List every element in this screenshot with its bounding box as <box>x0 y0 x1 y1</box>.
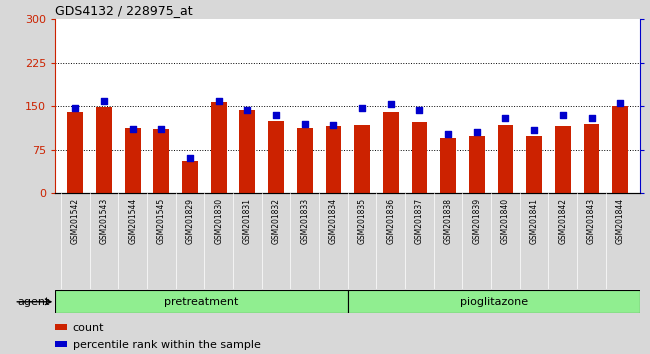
Point <box>242 107 253 113</box>
Text: GSM201840: GSM201840 <box>501 198 510 244</box>
Point <box>127 126 138 132</box>
Point <box>414 107 424 113</box>
Point <box>213 98 224 104</box>
Text: GSM201834: GSM201834 <box>329 198 338 244</box>
Point <box>472 130 482 135</box>
Text: GSM201844: GSM201844 <box>616 198 625 244</box>
Text: GSM201543: GSM201543 <box>99 198 109 244</box>
Bar <box>555 126 571 193</box>
FancyBboxPatch shape <box>348 290 640 313</box>
Point <box>156 126 166 132</box>
Bar <box>239 110 255 193</box>
Bar <box>326 126 341 193</box>
Text: GSM201545: GSM201545 <box>157 198 166 244</box>
Point <box>615 100 625 105</box>
Text: GSM201833: GSM201833 <box>300 198 309 244</box>
Bar <box>182 161 198 193</box>
Text: count: count <box>73 323 104 333</box>
Text: pioglitazone: pioglitazone <box>460 297 528 307</box>
Point <box>328 122 339 128</box>
Bar <box>498 125 514 193</box>
Text: GSM201841: GSM201841 <box>530 198 539 244</box>
Point <box>70 105 81 111</box>
Text: GSM201835: GSM201835 <box>358 198 367 244</box>
Text: agent: agent <box>17 297 49 307</box>
Point <box>529 128 539 133</box>
Bar <box>297 128 313 193</box>
Bar <box>354 125 370 193</box>
Point <box>443 131 453 137</box>
Text: GSM201843: GSM201843 <box>587 198 596 244</box>
Text: GDS4132 / 228975_at: GDS4132 / 228975_at <box>55 4 193 17</box>
Point <box>185 155 195 161</box>
Point <box>586 115 597 121</box>
Bar <box>55 324 67 330</box>
Text: GSM201842: GSM201842 <box>558 198 567 244</box>
Text: GSM201832: GSM201832 <box>272 198 281 244</box>
Point <box>500 115 511 121</box>
Bar <box>96 107 112 193</box>
Point <box>558 112 568 118</box>
Text: percentile rank within the sample: percentile rank within the sample <box>73 340 261 350</box>
Point <box>271 112 281 118</box>
Bar <box>125 128 140 193</box>
Text: GSM201836: GSM201836 <box>386 198 395 244</box>
Bar <box>612 105 628 193</box>
Bar <box>55 341 67 347</box>
Bar <box>469 136 485 193</box>
Text: GSM201830: GSM201830 <box>214 198 223 244</box>
FancyBboxPatch shape <box>55 290 348 313</box>
Bar <box>526 136 542 193</box>
Text: GSM201838: GSM201838 <box>443 198 452 244</box>
Bar <box>68 112 83 193</box>
Text: GSM201839: GSM201839 <box>473 198 481 244</box>
Bar <box>268 121 284 193</box>
Text: pretreatment: pretreatment <box>164 297 239 307</box>
Text: GSM201837: GSM201837 <box>415 198 424 244</box>
Point <box>99 98 109 104</box>
Bar <box>411 122 427 193</box>
Bar <box>584 124 599 193</box>
Text: GSM201831: GSM201831 <box>243 198 252 244</box>
Point <box>385 102 396 107</box>
Bar <box>440 138 456 193</box>
Text: GSM201542: GSM201542 <box>71 198 80 244</box>
Point <box>357 105 367 111</box>
Point <box>300 121 310 126</box>
Bar <box>211 102 227 193</box>
Bar <box>383 112 398 193</box>
Text: GSM201544: GSM201544 <box>128 198 137 244</box>
Bar <box>153 129 169 193</box>
Text: GSM201829: GSM201829 <box>185 198 194 244</box>
